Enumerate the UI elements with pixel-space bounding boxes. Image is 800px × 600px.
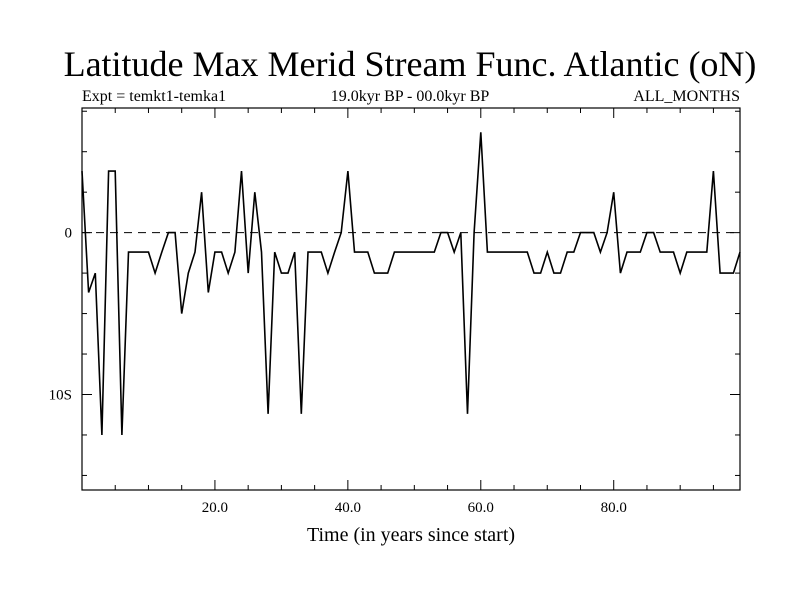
x-tick-label: 20.0 (202, 500, 228, 516)
series-line (81, 132, 741, 436)
months-label: ALL_MONTHS (633, 88, 740, 105)
chart-title: Latitude Max Merid Stream Func. Atlantic… (63, 44, 757, 84)
y-tick-label: 10S (49, 388, 72, 404)
x-tick-label: 60.0 (468, 500, 494, 516)
y-axis-ticks: 0 10S (49, 226, 740, 404)
plot-frame (81, 107, 741, 491)
minor-ticks (82, 108, 740, 490)
y-tick-label: 0 (65, 226, 73, 242)
x-axis-label: Time (in years since start) (307, 524, 515, 546)
x-tick-label: 80.0 (601, 500, 627, 516)
x-tick-label: 40.0 (335, 500, 361, 516)
x-axis-ticks: 20.0 40.0 60.0 80.0 (202, 108, 627, 516)
period-label: 19.0kyr BP - 00.0kyr BP (330, 88, 490, 105)
experiment-label: Expt = temkt1-temka1 (82, 88, 227, 105)
